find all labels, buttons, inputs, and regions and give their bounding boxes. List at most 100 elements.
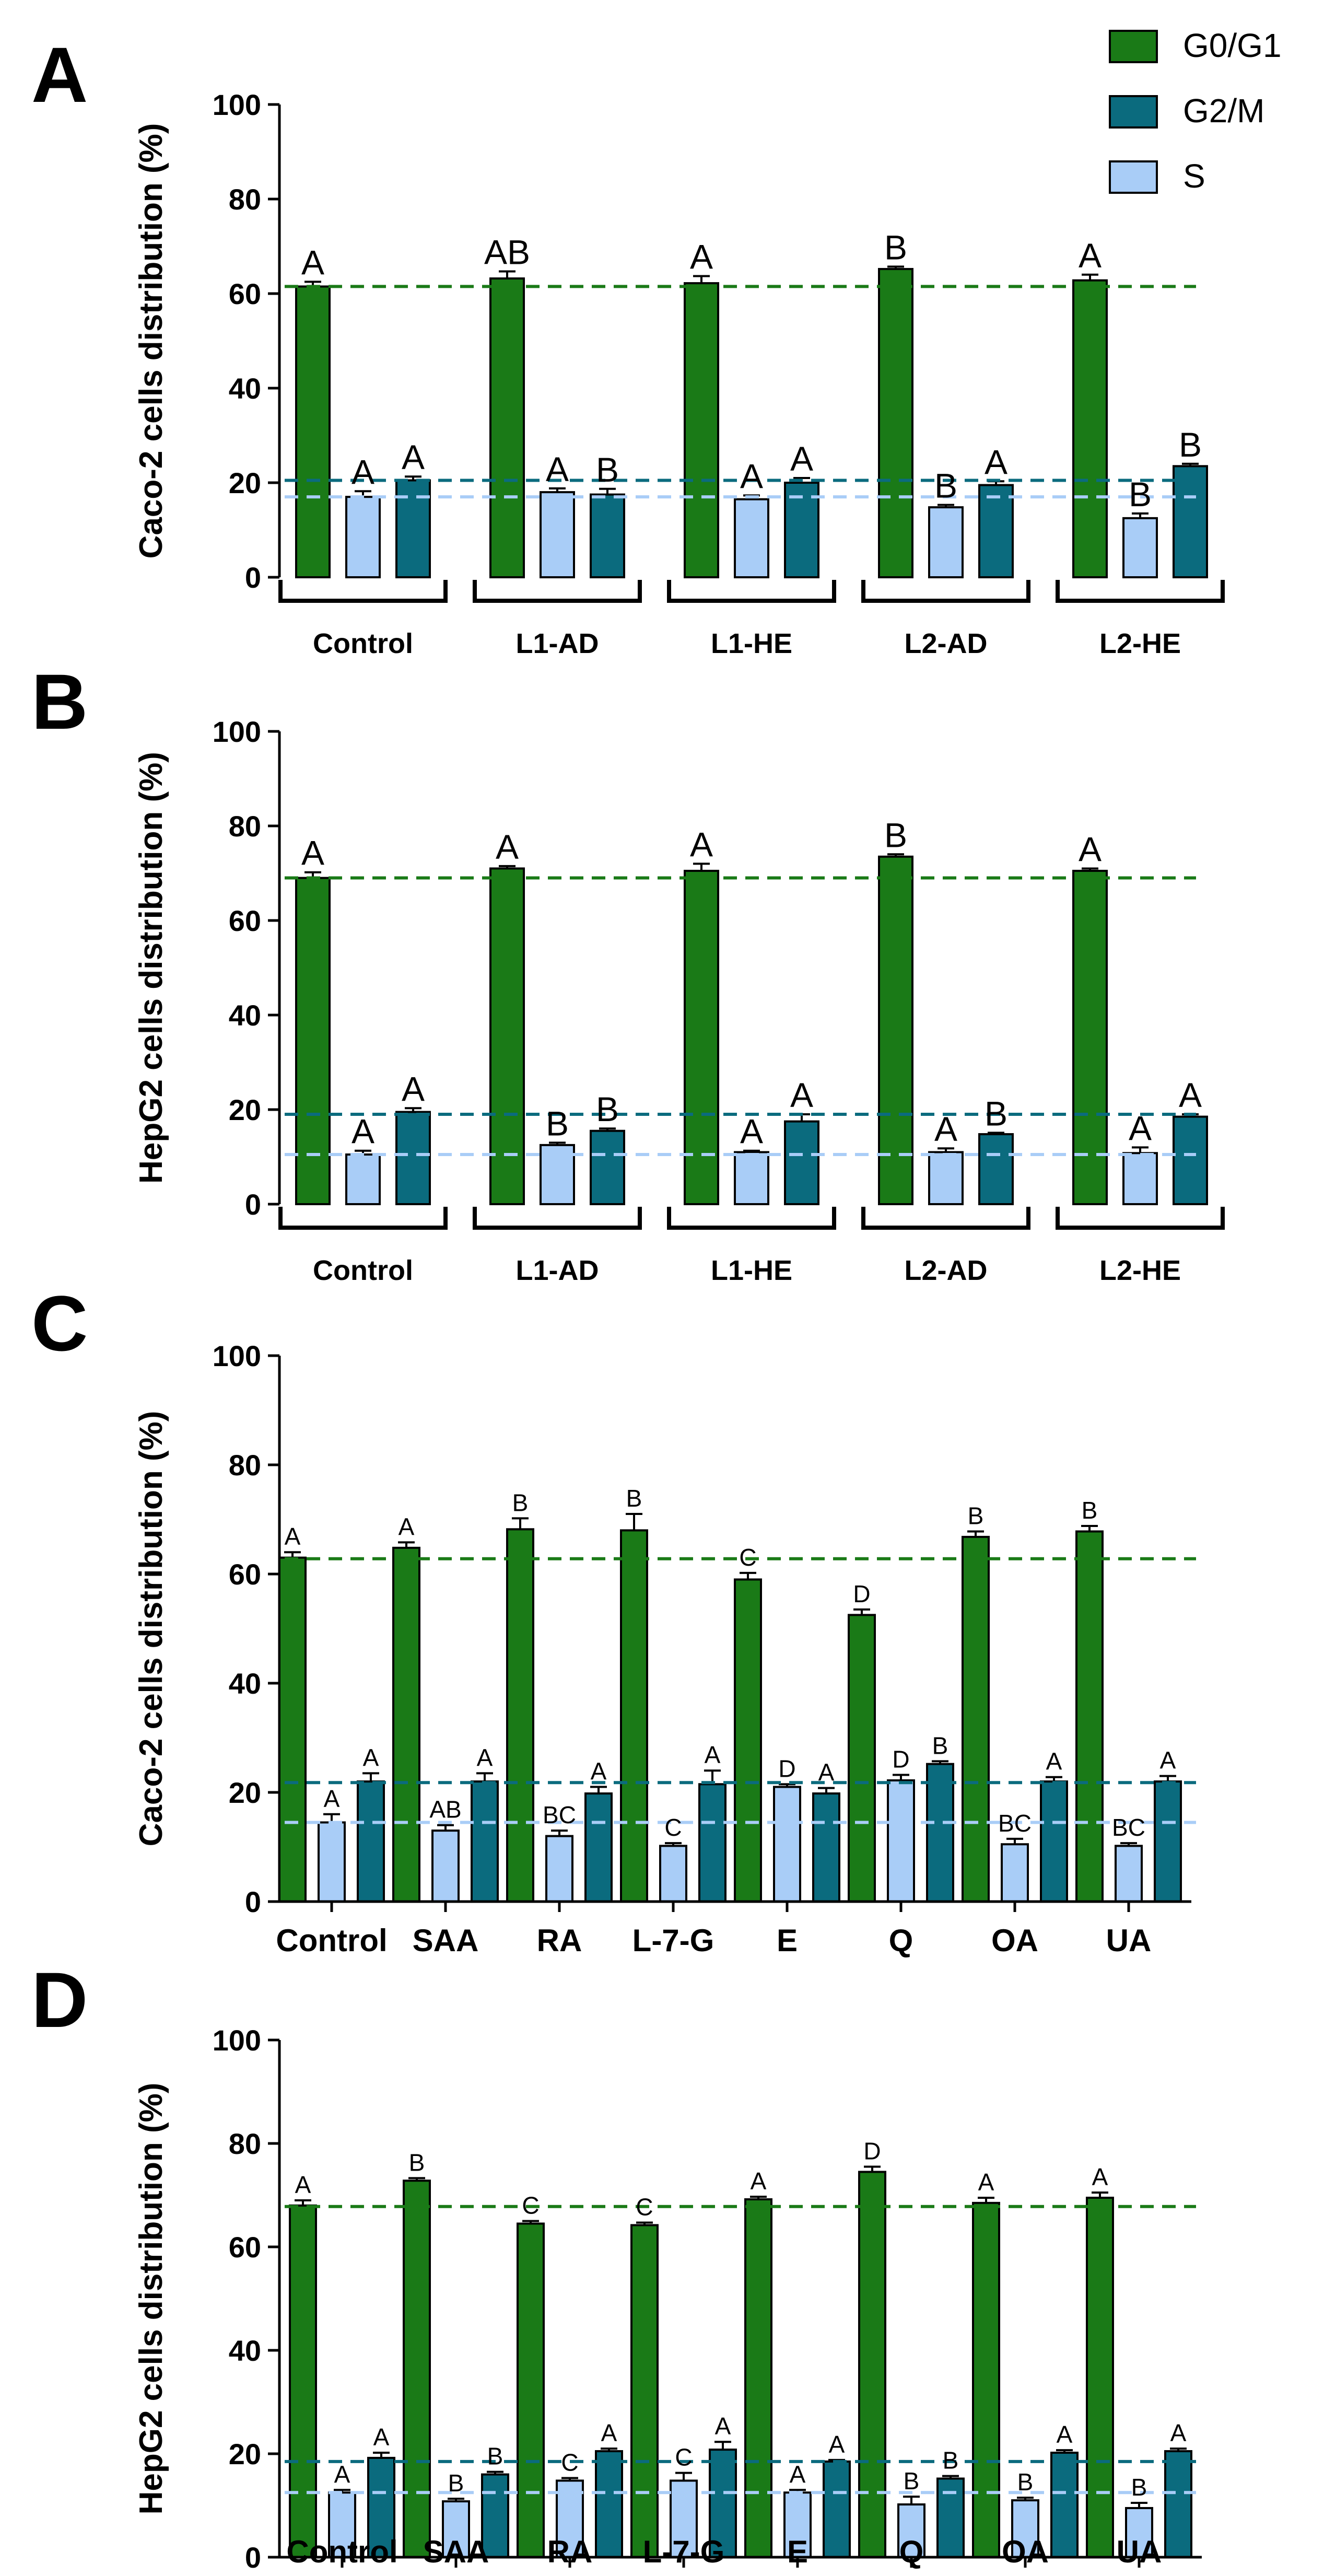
significance-label-g0-g1-control: A — [301, 834, 324, 872]
bar-g0-g1-ra — [506, 1528, 534, 1903]
significance-label-s-l1-ad: B — [546, 1104, 569, 1143]
bar-s-l2-ad — [928, 506, 964, 578]
bar-g0-g1-l1-he — [684, 282, 719, 578]
significance-label-g2-m-ra: A — [591, 1758, 607, 1785]
category-label-oa: OA — [991, 1923, 1038, 1958]
category-label-q: Q — [899, 2534, 924, 2569]
significance-label-g2-m-l1-he: A — [790, 439, 813, 478]
bar-g0-g1-ra — [517, 2222, 545, 2559]
bar-g0-g1-ua — [1086, 2196, 1114, 2559]
significance-label-g0-g1-l2-ad: B — [884, 815, 907, 854]
bar-g2-m-control — [357, 1780, 385, 1903]
bar-g0-g1-l-7-g — [630, 2224, 659, 2558]
significance-label-s-control: A — [351, 1112, 374, 1151]
significance-label-g2-m-l2-he: B — [1179, 425, 1202, 464]
bar-g0-g1-control — [289, 2204, 317, 2558]
y-tick-label: 20 — [229, 1776, 261, 1809]
y-tick-label: 0 — [245, 2541, 261, 2574]
category-axis: Control L1-AD L1-HE L2-AD L2-HE — [278, 580, 1225, 659]
chart-panels: A Caco-2 cells distribution (%) 0 20 40 60 80 1… — [31, 31, 1225, 2574]
category-label-saa: SAA — [413, 1923, 479, 1958]
bar-s-control — [328, 2491, 356, 2558]
y-axis-label: HepG2 cells distribution (%) — [133, 2083, 169, 2515]
category-bracket — [667, 1207, 836, 1230]
bar-s-ra — [545, 1835, 573, 1903]
significance-label-s-saa: AB — [429, 1796, 461, 1823]
bar-g2-m-oa — [1050, 2452, 1079, 2559]
bar-s-l1-he — [734, 498, 769, 578]
y-tick-label: 0 — [245, 1188, 261, 1221]
y-tick-label: 0 — [245, 1885, 261, 1918]
significance-label-s-l-7-g: C — [664, 1814, 682, 1841]
category-label-control: Control — [313, 1255, 413, 1286]
bar-g2-m-q — [926, 1763, 954, 1903]
bar-g2-m-control — [395, 479, 431, 578]
legend-swatch-g2-m — [1109, 95, 1158, 129]
legend-label-g2-m: G2/M — [1183, 92, 1264, 130]
significance-label-g2-m-control: A — [363, 1744, 379, 1771]
significance-label-s-e: D — [778, 1755, 795, 1782]
y-tick-label: 40 — [229, 2334, 261, 2367]
y-axis-label: Caco-2 cells distribution (%) — [133, 1411, 169, 1847]
bar-g0-g1-saa — [392, 1546, 420, 1903]
bar-g0-g1-l2-he — [1072, 279, 1108, 578]
bar-s-e — [773, 1786, 801, 1903]
category-label-l-7-g: L-7-G — [643, 2534, 725, 2569]
bar-g2-m-ra — [584, 1792, 613, 1903]
y-tick-label: 80 — [229, 2127, 261, 2160]
y-tick-label: 40 — [229, 372, 261, 405]
bar-s-l-7-g — [659, 1845, 687, 1903]
significance-label-s-q: D — [892, 1746, 909, 1773]
bar-g0-g1-q — [858, 2171, 886, 2559]
significance-label-g0-g1-l1-he: A — [690, 825, 713, 864]
bar-s-ua — [1115, 1845, 1143, 1903]
significance-label-g2-m-saa: B — [487, 2443, 503, 2470]
bar-g0-g1-e — [744, 2198, 772, 2558]
bar-g2-m-e — [823, 2460, 851, 2559]
bar-g2-m-q — [936, 2477, 965, 2559]
y-tick-label: 80 — [229, 183, 261, 216]
significance-label-g2-m-control: A — [402, 438, 425, 476]
significance-label-s-l2-he: A — [1129, 1109, 1152, 1147]
significance-label-g0-g1-l2-ad: B — [884, 228, 907, 266]
bar-s-q — [897, 2503, 925, 2559]
bar-g0-g1-q — [848, 1614, 876, 1903]
significance-label-g0-g1-e: C — [739, 1544, 756, 1571]
category-bracket — [861, 1207, 1030, 1230]
significance-label-g2-m-l1-ad: B — [596, 450, 619, 489]
category-label-l2-ad: L2-AD — [905, 628, 988, 659]
category-label-e: E — [787, 2534, 808, 2569]
significance-label-g0-g1-ua: A — [1092, 2163, 1108, 2190]
bar-s-q — [887, 1779, 915, 1903]
significance-label-g2-m-ua: A — [1160, 1747, 1176, 1774]
significance-label-g0-g1-e: A — [751, 2167, 767, 2195]
bar-s-saa — [431, 1829, 460, 1903]
category-label-oa: OA — [1002, 2534, 1049, 2569]
category-label-ua: UA — [1117, 2534, 1162, 2569]
y-tick-label: 80 — [229, 810, 261, 843]
category-label-l2-ad: L2-AD — [905, 1255, 988, 1286]
significance-label-s-ua: B — [1131, 2474, 1147, 2501]
y-tick-label: 20 — [229, 467, 261, 499]
significance-label-g2-m-ua: A — [1170, 2419, 1187, 2446]
panel-letter: A — [31, 31, 88, 119]
significance-label-g2-m-control: A — [402, 1069, 425, 1108]
bars — [295, 265, 1208, 579]
category-label-ra: RA — [537, 1923, 582, 1958]
legend-swatch-g0-g1 — [1109, 30, 1158, 63]
bar-g2-m-ra — [595, 2450, 623, 2558]
significance-label-g2-m-control: A — [373, 2423, 390, 2451]
category-label-e: E — [777, 1923, 798, 1958]
y-axis-label: Caco-2 cells distribution (%) — [133, 123, 169, 559]
bar-g0-g1-saa — [403, 2179, 431, 2558]
significance-label-g2-m-oa: A — [1057, 2421, 1073, 2448]
category-label-l2-he: L2-HE — [1099, 1255, 1181, 1286]
category-label-l1-he: L1-HE — [711, 628, 792, 659]
category-label-control: Control — [276, 1923, 387, 1958]
significance-label-s-l2-ad: A — [934, 1110, 957, 1148]
significance-label-g2-m-e: A — [829, 2431, 845, 2458]
bar-g2-m-l1-ad — [590, 1129, 625, 1206]
significance-label-s-l2-he: B — [1129, 475, 1152, 514]
